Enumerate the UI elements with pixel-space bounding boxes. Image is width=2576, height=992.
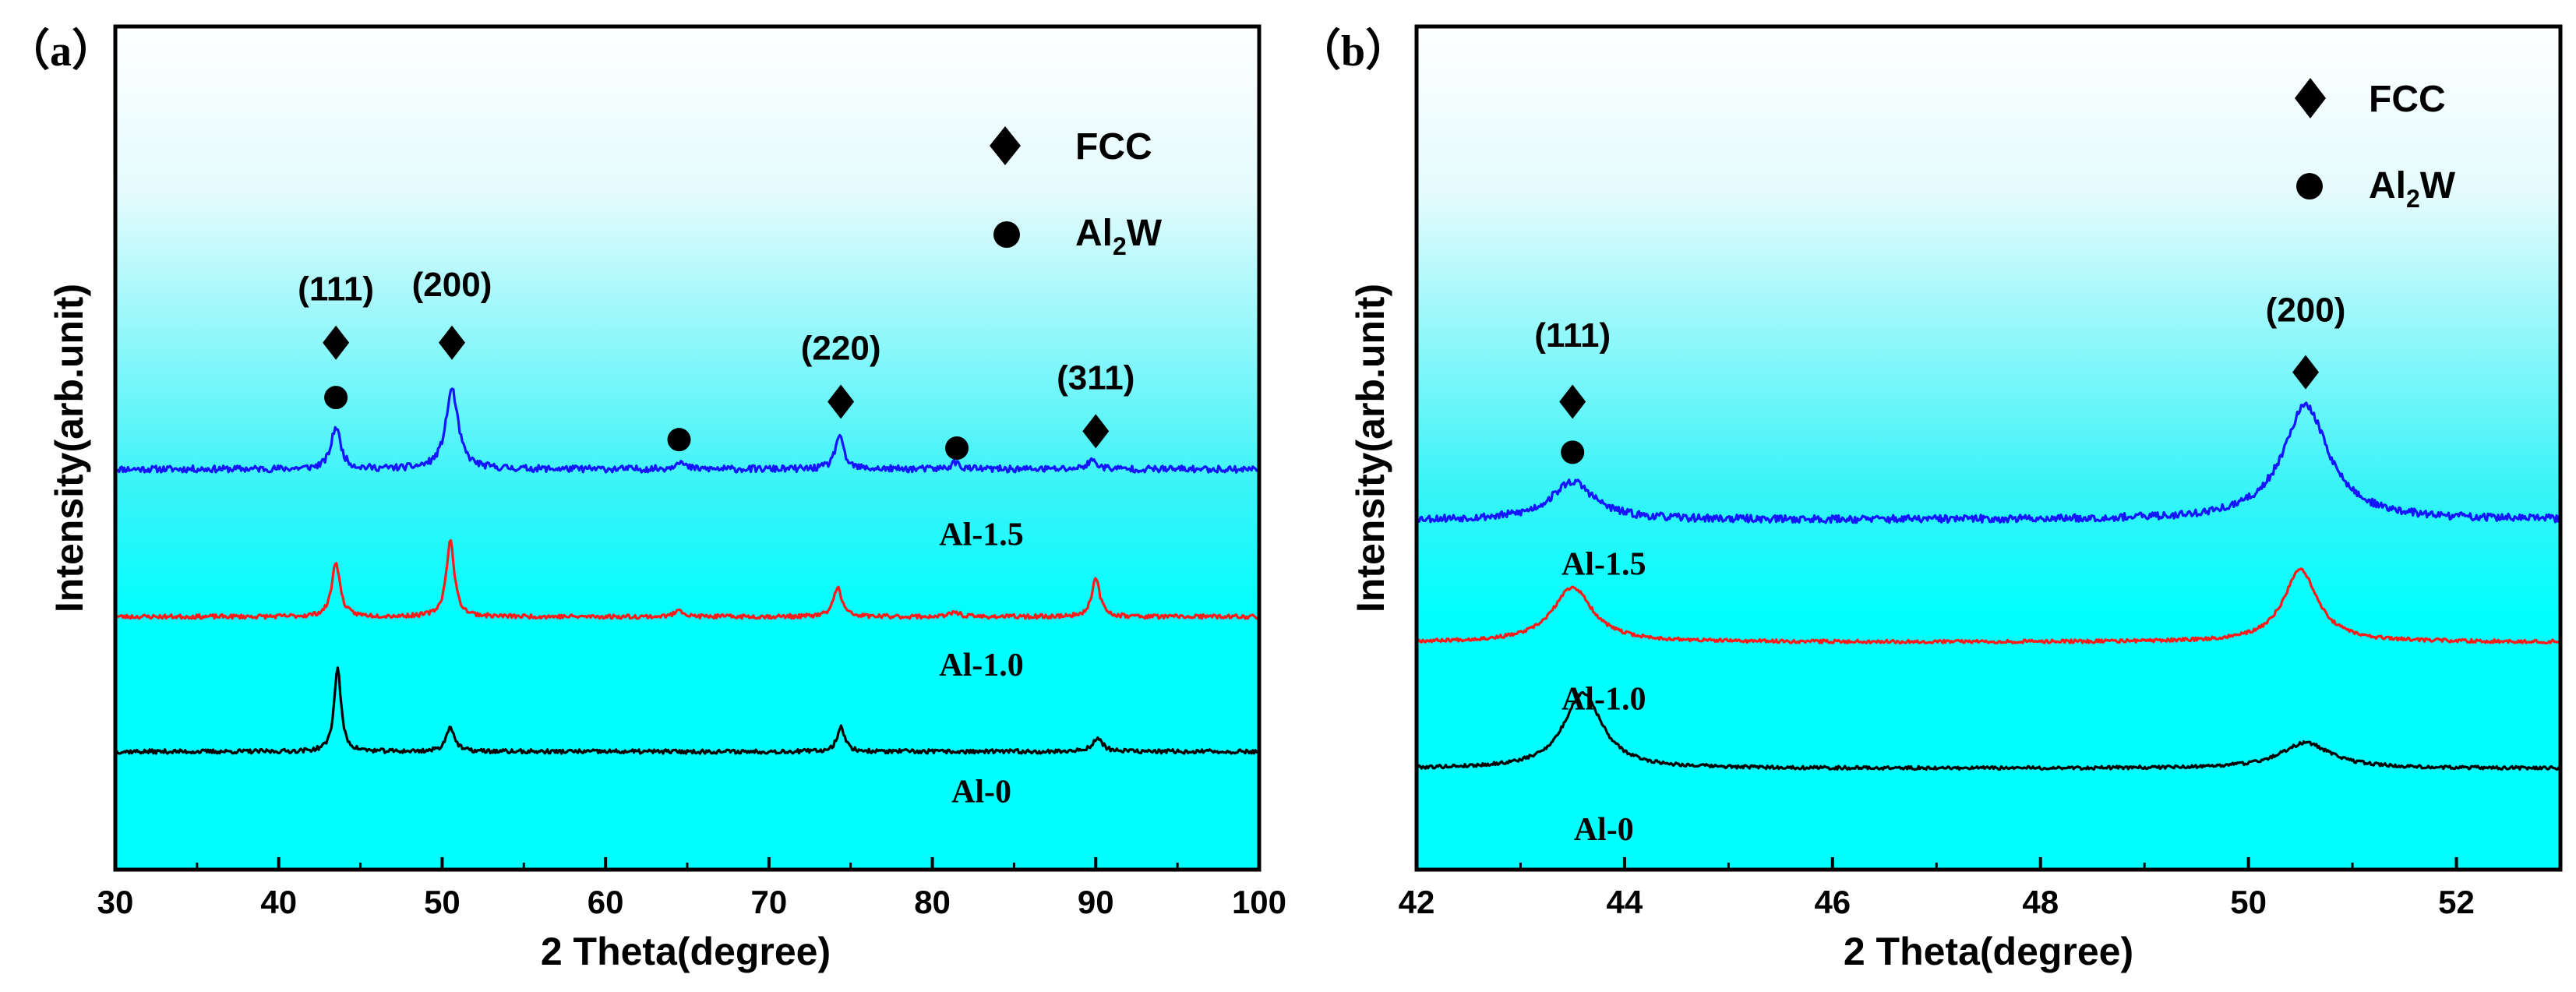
plot-area-background <box>1417 26 2560 870</box>
series-group: Al-1.5 Al-1.0 Al-0 <box>1415 401 2562 848</box>
legend-al2w-label: Al2W <box>1075 213 1163 260</box>
peak-annotations: (111) (200) <box>1534 291 2345 464</box>
legend: FCC Al2W <box>990 126 1163 260</box>
x-tick-label: 90 <box>1078 884 1114 920</box>
series-label: Al-1.0 <box>1561 681 1646 717</box>
plot-frame <box>1414 24 2563 872</box>
x-tick-label: 50 <box>424 884 461 920</box>
series-label: Al-0 <box>951 774 1011 810</box>
legend-diamond-marker <box>990 126 1021 165</box>
peak-plane-label: (111) <box>1534 316 1611 355</box>
series-label: Al-1.5 <box>939 517 1024 552</box>
x-axis-ticks: 42 44 46 48 50 52 <box>1399 857 2475 920</box>
al2w-circle-marker <box>945 436 969 460</box>
fcc-diamond-marker <box>1559 384 1586 419</box>
series-group: Al-1.5 Al-1.0 Al-0 <box>114 387 1261 810</box>
x-tick-label: 46 <box>1814 884 1851 920</box>
y-axis-label: Intensity(arb.unit) <box>48 284 91 612</box>
panel-b: Al-1.5 Al-1.0 Al-0 (111) (200) 42 44 46 48 50 52… <box>1297 24 2563 973</box>
fcc-diamond-marker <box>827 384 855 419</box>
series-line <box>115 538 1261 620</box>
peak-plane-label: (220) <box>801 329 881 367</box>
series-label: Al-1.0 <box>939 648 1024 683</box>
fcc-diamond-marker <box>2292 355 2320 390</box>
legend-fcc-label: FCC <box>1075 126 1152 168</box>
x-tick-label: 52 <box>2438 884 2475 920</box>
panel-letter: （b） <box>1297 26 1409 76</box>
legend-diamond-marker <box>2295 78 2326 118</box>
series-line <box>1416 567 2562 644</box>
legend-circle-marker <box>993 221 1020 248</box>
x-tick-label: 50 <box>2230 884 2267 920</box>
al2w-circle-marker <box>1561 440 1585 464</box>
legend-circle-marker <box>2296 173 2323 199</box>
plot-area-background <box>115 26 1259 870</box>
peak-plane-label: (111) <box>298 270 374 309</box>
al2w-circle-marker <box>667 428 691 452</box>
series-label: Al-1.5 <box>1561 546 1646 582</box>
x-tick-label: 48 <box>2022 884 2059 920</box>
series-line <box>115 387 1261 474</box>
al2w-circle-marker <box>324 386 348 410</box>
x-tick-label: 44 <box>1607 884 1643 920</box>
fcc-diamond-marker <box>439 325 466 360</box>
panel-letter: （a） <box>6 26 115 76</box>
series-line <box>114 666 1261 755</box>
legend-fcc-label: FCC <box>2369 79 2446 120</box>
fcc-diamond-marker <box>323 325 350 360</box>
x-tick-label: 100 <box>1232 884 1286 920</box>
x-axis-ticks: 30 40 50 60 70 80 90 100 <box>97 857 1286 920</box>
x-tick-label: 40 <box>260 884 297 920</box>
fcc-diamond-marker <box>1082 414 1110 449</box>
peak-plane-label: (200) <box>412 266 492 304</box>
series-line <box>1416 691 2562 771</box>
series-line <box>1415 401 2562 524</box>
x-axis-label: 2 Theta(degree) <box>541 930 831 973</box>
x-tick-label: 70 <box>750 884 787 920</box>
legend-al2w-label: Al2W <box>2369 165 2456 213</box>
legend: FCC Al2W <box>2295 78 2456 213</box>
peak-plane-label: (200) <box>2266 291 2346 330</box>
x-tick-label: 60 <box>588 884 624 920</box>
x-tick-label: 42 <box>1399 884 1435 920</box>
x-axis-label: 2 Theta(degree) <box>1844 930 2133 973</box>
y-axis-label: Intensity(arb.unit) <box>1349 284 1392 612</box>
panel-a: Al-1.5 Al-1.0 Al-0 (111) (200) (220) (311) 30… <box>6 24 1286 973</box>
x-tick-label: 80 <box>914 884 951 920</box>
series-label: Al-0 <box>1574 812 1634 848</box>
peak-annotations: (111) (200) (220) (311) <box>298 266 1134 460</box>
peak-plane-label: (311) <box>1057 358 1134 397</box>
x-tick-label: 30 <box>97 884 134 920</box>
